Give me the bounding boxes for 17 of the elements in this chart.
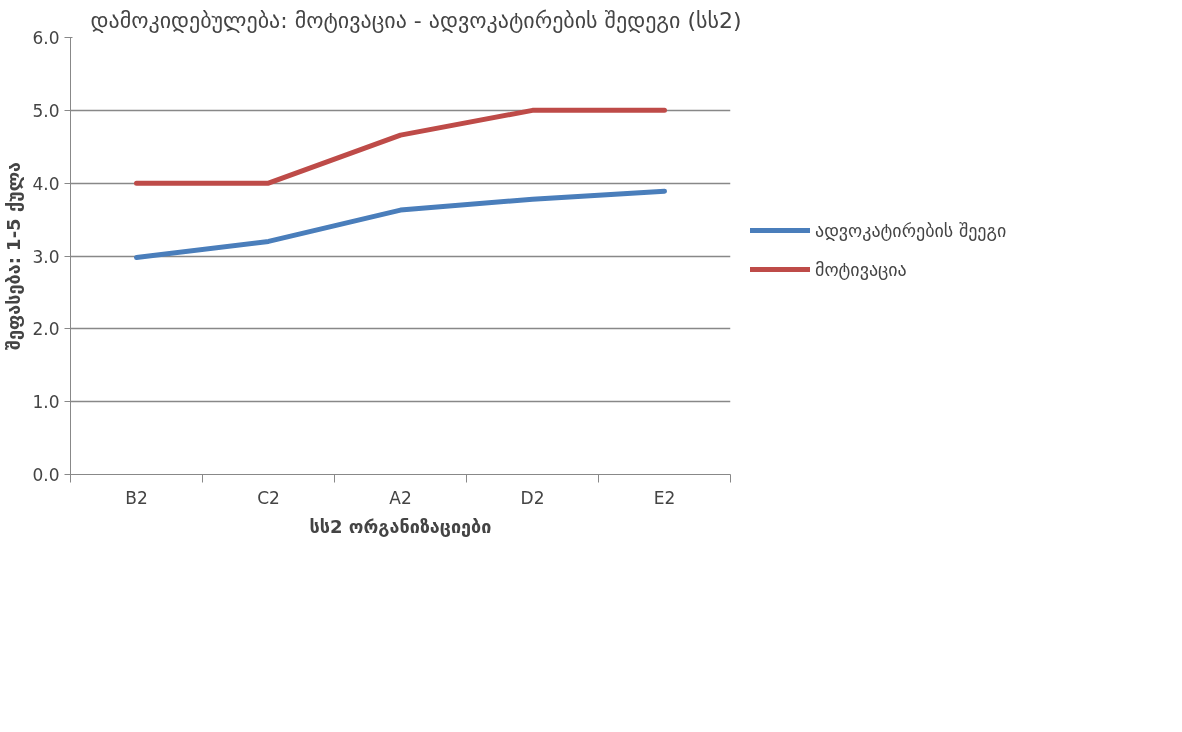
y-tick-label: 6.0 xyxy=(32,28,60,48)
chart-title: დამოკიდებულება: მოტივაცია - ადვოკატირების შედეგი (სს2) xyxy=(90,7,742,33)
x-tick-label: C2 xyxy=(257,487,280,508)
x-tick-label: E2 xyxy=(653,487,676,508)
legend-label: მოტივაცია xyxy=(815,258,907,280)
y-tick-label: 4.0 xyxy=(32,173,60,194)
y-tick-label: 0.0 xyxy=(32,465,60,485)
y-axis-title: შეფასება: 1-5 ქულა xyxy=(3,162,25,350)
y-tick-label: 3.0 xyxy=(32,246,60,267)
y-tick-label: 5.0 xyxy=(32,100,60,121)
legend-label: ადვოკატირების შეეგი xyxy=(815,219,1007,241)
x-tick-label: D2 xyxy=(520,487,545,508)
x-tick-label: B2 xyxy=(125,487,148,508)
y-tick-label: 2.0 xyxy=(32,319,60,340)
x-tick-label: A2 xyxy=(389,487,412,508)
x-axis-title: სს2 ორგანიზაციები xyxy=(309,515,492,537)
y-tick-label: 1.0 xyxy=(32,392,60,413)
